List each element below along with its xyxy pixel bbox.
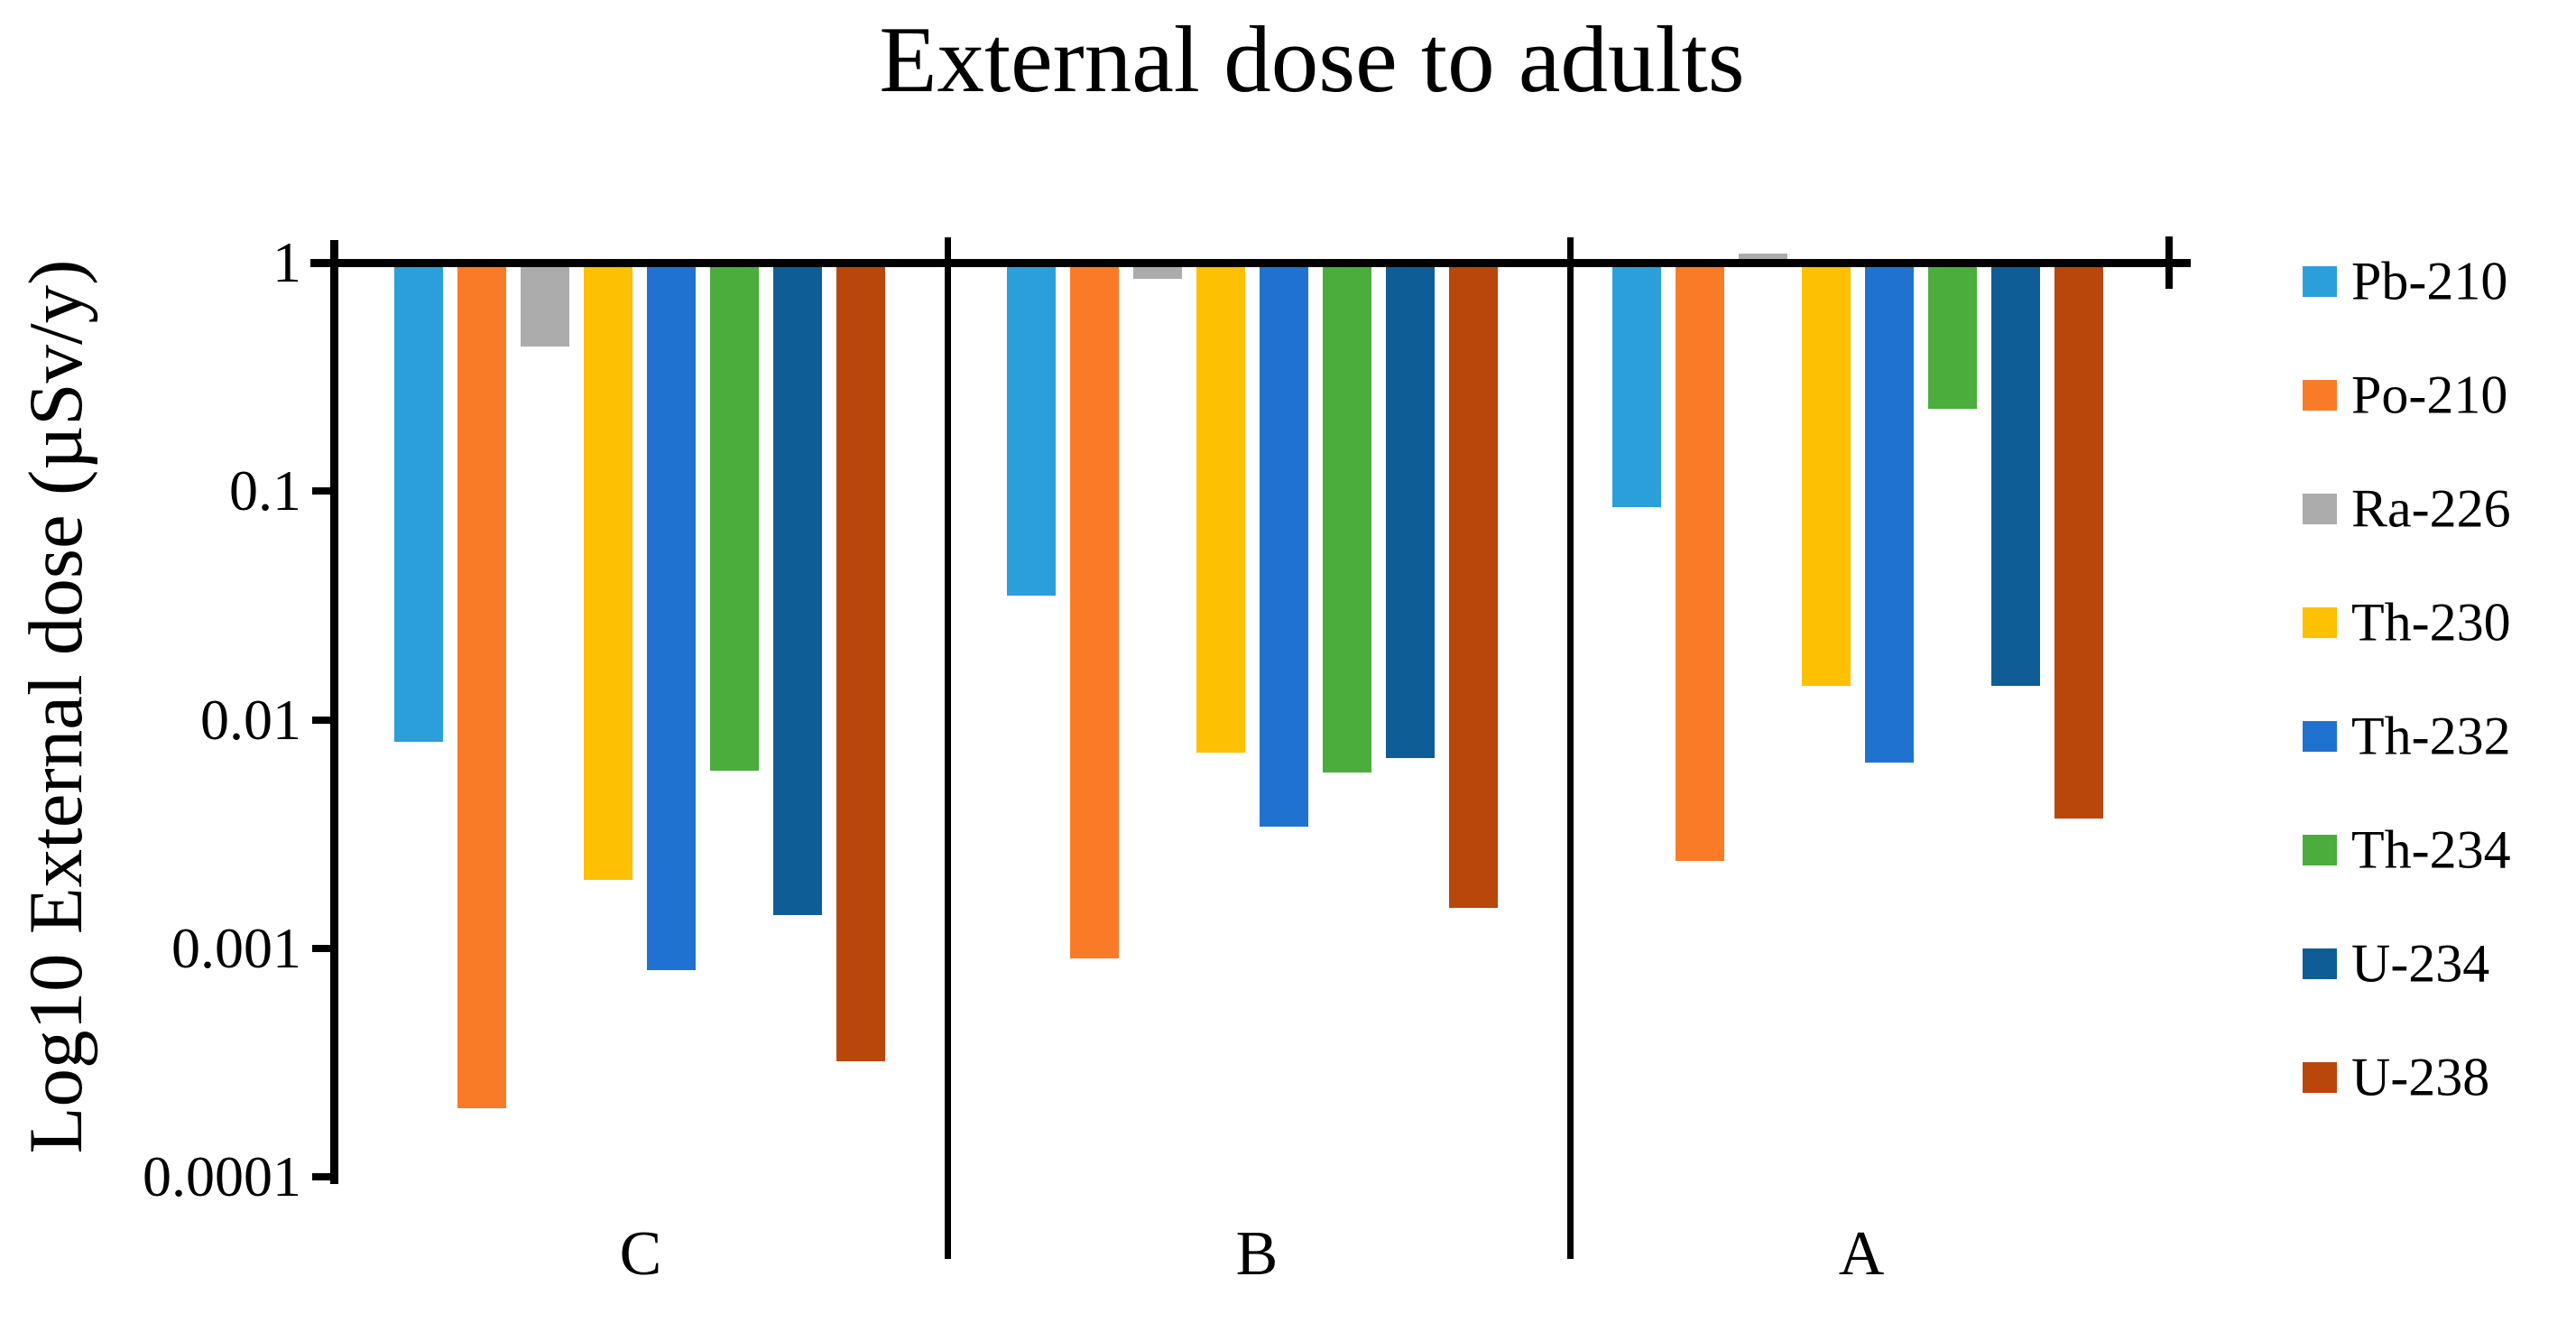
legend-item-Pb-210: Pb-210 [2303,252,2573,311]
group-separator-ba [1567,237,1574,1259]
bar-Pb-210-B [1007,263,1056,596]
legend-swatch-Po-210 [2303,380,2337,411]
bar-Th-232-B [1260,263,1308,828]
legend-label-Pb-210: Pb-210 [2351,251,2508,311]
bar-Th-230-B [1196,263,1245,753]
bar-U-234-B [1386,263,1435,758]
y-tick-label-0.01: 0.01 [200,687,301,752]
legend-item-Th-234: Th-234 [2303,820,2573,880]
bar-Th-232-C [647,263,696,971]
bar-Th-232-A [1865,263,1914,763]
group-separator-cb [945,237,951,1259]
legend-item-Ra-226: Ra-226 [2303,479,2573,539]
legend: Pb-210 Po-210 Ra-226 Th-230 Th-232 Th-234 U-23… [2303,0,2573,1323]
y-tick-0.0001 [312,1173,336,1180]
category-label-C: C [619,1219,662,1289]
bar-U-234-A [1991,263,2040,687]
x-top-axis-line [310,259,2191,267]
bar-Pb-210-A [1612,263,1661,508]
legend-item-Th-232: Th-232 [2303,707,2573,766]
bar-Po-210-A [1676,263,1724,862]
legend-item-Th-230: Th-230 [2303,593,2573,652]
category-label-A: A [1838,1219,1885,1289]
legend-swatch-Th-230 [2303,607,2337,638]
legend-swatch-Th-234 [2303,835,2337,865]
y-tick-0.001 [312,944,336,952]
legend-label-Ra-226: Ra-226 [2351,478,2511,539]
legend-swatch-U-234 [2303,948,2337,979]
legend-label-Th-230: Th-230 [2351,592,2511,652]
bar-U-238-A [2054,263,2103,819]
bar-Th-230-C [584,263,632,880]
legend-label-U-238: U-238 [2351,1047,2490,1107]
legend-swatch-U-238 [2303,1062,2337,1093]
bar-Po-210-C [457,263,506,1108]
legend-item-U-238: U-238 [2303,1048,2573,1107]
y-tick-0.01 [312,716,336,724]
y-tick-label-0.0001: 0.0001 [143,1144,301,1208]
bar-Th-234-A [1928,263,1977,409]
bar-U-238-B [1449,263,1498,909]
category-label-B: B [1235,1219,1279,1289]
legend-label-Po-210: Po-210 [2351,365,2508,425]
bar-U-234-C [773,263,822,915]
y-axis-title: Log10 External dose (µSv/y) [14,259,98,1154]
axis-right-tick [2165,236,2173,289]
bar-Th-234-C [710,263,759,771]
y-tick-label-0.1: 0.1 [229,458,301,523]
legend-item-Po-210: Po-210 [2303,365,2573,425]
legend-swatch-Ra-226 [2303,494,2337,524]
bar-Th-230-A [1802,263,1851,687]
y-tick-label-1: 1 [272,230,301,294]
legend-swatch-Th-232 [2303,721,2337,752]
bar-Th-234-B [1323,263,1371,773]
y-tick-label-0.001: 0.001 [171,915,301,980]
y-axis-line [330,240,338,1184]
legend-swatch-Pb-210 [2303,266,2337,297]
y-tick-0.1 [312,487,336,495]
legend-label-U-234: U-234 [2351,933,2490,994]
bar-U-238-C [836,263,885,1062]
bar-Ra-226-C [521,263,569,347]
legend-label-Th-234: Th-234 [2351,819,2511,880]
legend-item-U-234: U-234 [2303,934,2573,994]
legend-label-Th-232: Th-232 [2351,706,2511,766]
bar-Po-210-B [1070,263,1119,959]
bar-Pb-210-C [394,263,443,743]
chart-title: External dose to adults [879,6,1745,112]
